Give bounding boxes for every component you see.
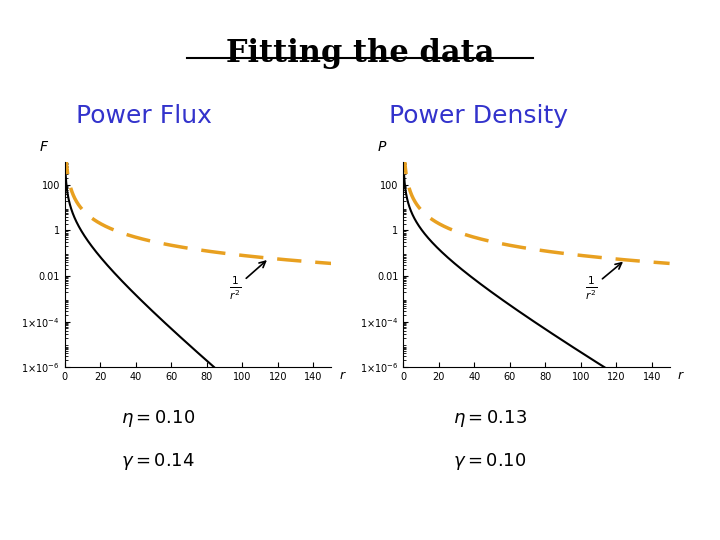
Text: $\gamma = 0.14$: $\gamma = 0.14$ [122,451,195,472]
Text: P: P [378,140,386,154]
Text: Fitting the data: Fitting the data [226,38,494,69]
Text: Power Flux: Power Flux [76,104,212,128]
Text: r: r [339,369,344,382]
Text: $\eta = 0.10$: $\eta = 0.10$ [121,408,196,429]
Text: $\frac{1}{r^2}$: $\frac{1}{r^2}$ [229,261,266,302]
Text: Power Density: Power Density [390,104,568,128]
Text: $\gamma = 0.10$: $\gamma = 0.10$ [453,451,526,472]
Text: $\frac{1}{r^2}$: $\frac{1}{r^2}$ [585,263,621,302]
Text: F: F [40,140,48,154]
Text: $\eta = 0.13$: $\eta = 0.13$ [453,408,526,429]
Text: r: r [678,369,683,382]
